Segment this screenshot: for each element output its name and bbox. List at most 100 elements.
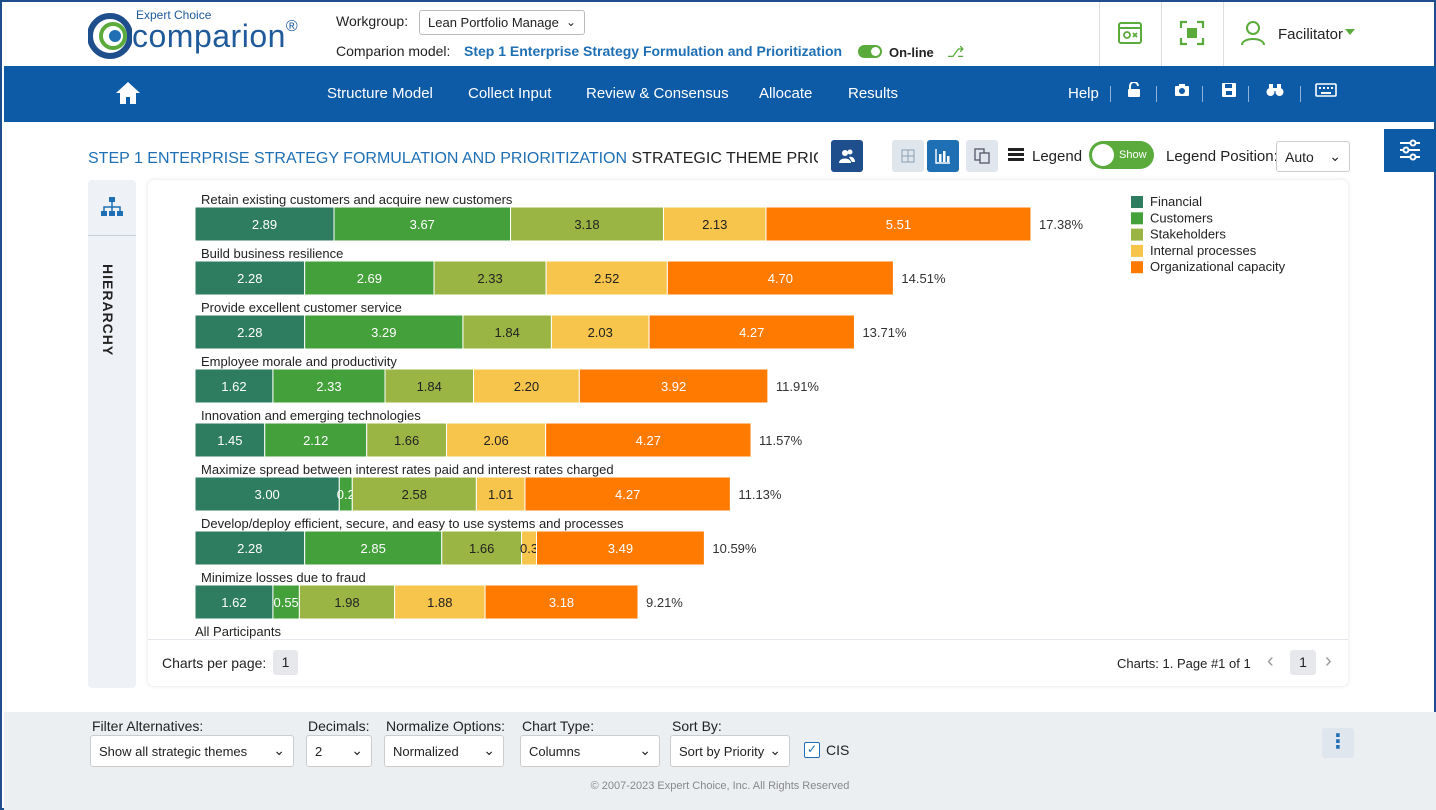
bar-value-label: 1.66 <box>394 433 419 448</box>
decimals-select[interactable]: 2 ⌄ <box>306 735 372 767</box>
bar-value-label: 2.58 <box>402 487 427 502</box>
bar-segment[interactable] <box>550 314 650 350</box>
map-icon[interactable] <box>1116 20 1144 48</box>
settings-panel-button[interactable] <box>1384 129 1436 172</box>
bar-segment[interactable] <box>441 530 523 566</box>
keyboard-icon[interactable] <box>1315 82 1337 104</box>
bar-segment[interactable] <box>510 206 664 242</box>
model-name-link[interactable]: Step 1 Enterprise Strategy Formulation a… <box>464 43 843 59</box>
bar-segment[interactable] <box>304 530 443 566</box>
bar-segment[interactable] <box>666 260 894 296</box>
bar-segment[interactable] <box>272 368 386 404</box>
legend-entry[interactable]: Internal processes <box>1150 243 1257 258</box>
grid-view-button[interactable] <box>892 140 924 172</box>
legend-position-select[interactable]: Auto ⌄ <box>1276 141 1350 172</box>
bar-segment[interactable] <box>194 206 335 242</box>
hierarchy-panel[interactable]: HIERARCHY <box>88 180 136 688</box>
nav-review-consensus[interactable]: Review & Consensus <box>586 85 729 102</box>
cis-checkbox[interactable]: ✓ <box>804 742 820 758</box>
bar-segment[interactable] <box>433 260 547 296</box>
nav-allocate[interactable]: Allocate <box>759 85 813 102</box>
branch-icon[interactable]: ⎇ <box>947 44 965 61</box>
sort-select[interactable]: Sort by Priority ⌄ <box>670 735 790 767</box>
bar-segment[interactable] <box>384 368 474 404</box>
chevron-right-icon[interactable]: › <box>1325 650 1332 672</box>
bar-segment[interactable] <box>304 260 435 296</box>
fullscreen-icon[interactable] <box>1178 20 1206 48</box>
more-options-icon[interactable]: ⋮ <box>1322 728 1354 758</box>
nav-help[interactable]: Help <box>1068 85 1099 102</box>
bar-segment[interactable] <box>648 314 855 350</box>
bar-segment[interactable] <box>194 368 274 404</box>
charts-per-page-input[interactable]: 1 <box>273 650 298 675</box>
bar-segment[interactable] <box>545 260 668 296</box>
legend-show-toggle[interactable]: Show <box>1089 141 1154 169</box>
caret-down-icon[interactable] <box>1345 29 1355 35</box>
chart-view-button[interactable] <box>927 140 959 172</box>
bar-segment[interactable] <box>194 422 266 458</box>
bar-segment[interactable] <box>194 476 340 512</box>
participants-button[interactable] <box>831 140 863 172</box>
bar-segment[interactable] <box>446 422 547 458</box>
bar-segment[interactable] <box>333 206 512 242</box>
bar-segment[interactable] <box>536 530 705 566</box>
legend-icon <box>1008 148 1024 162</box>
hierarchy-icon[interactable] <box>100 196 124 218</box>
copy-chart-button[interactable] <box>966 140 998 172</box>
bar-value-label: 1.84 <box>417 379 442 394</box>
bar-segment[interactable] <box>351 476 477 512</box>
workgroup-select[interactable]: Lean Portfolio Manage ⌄ <box>419 10 585 35</box>
normalize-select[interactable]: Normalized ⌄ <box>384 735 504 767</box>
bar-segment[interactable] <box>194 260 306 296</box>
online-toggle[interactable] <box>858 45 882 58</box>
save-icon[interactable] <box>1218 82 1240 104</box>
nav-structure-model[interactable]: Structure Model <box>327 85 433 102</box>
bar-segment[interactable] <box>194 530 306 566</box>
logo-reg: ® <box>285 18 299 35</box>
page-number[interactable]: 1 <box>1290 650 1316 675</box>
binoculars-icon[interactable] <box>1264 82 1286 104</box>
bar-segment[interactable] <box>765 206 1032 242</box>
chart-type-select[interactable]: Columns ⌄ <box>520 735 660 767</box>
nav-results[interactable]: Results <box>848 85 899 102</box>
bar-segment[interactable] <box>524 476 731 512</box>
unlock-icon[interactable] <box>1123 81 1145 104</box>
bar-value-label: 2.69 <box>357 271 382 286</box>
bar-segment[interactable] <box>545 422 752 458</box>
bar-segment[interactable] <box>366 422 448 458</box>
filter-label: Filter Alternatives: <box>92 718 204 734</box>
home-icon[interactable] <box>114 80 142 108</box>
bar-segment[interactable] <box>304 314 464 350</box>
bar-segment[interactable] <box>475 476 526 512</box>
legend-entry[interactable]: Organizational capacity <box>1150 259 1286 274</box>
chevron-down-icon: ⌄ <box>273 742 285 758</box>
bar-value-label: 2.03 <box>588 325 613 340</box>
bar-segment[interactable] <box>194 314 306 350</box>
legend-entry[interactable]: Financial <box>1150 194 1202 209</box>
header-divider <box>1161 2 1162 66</box>
bar-value-label: 2.33 <box>477 271 502 286</box>
filter-select[interactable]: Show all strategic themes ⌄ <box>90 735 294 767</box>
bar-segment[interactable] <box>194 584 274 620</box>
chevron-left-icon[interactable]: ‹ <box>1267 650 1274 672</box>
user-menu[interactable]: Facilitator <box>1278 26 1344 43</box>
bar-segment[interactable] <box>264 422 368 458</box>
legend-swatch <box>1131 261 1143 274</box>
nav-collect-input[interactable]: Collect Input <box>468 85 552 102</box>
legend-entry[interactable]: Customers <box>1150 210 1213 225</box>
bar-segment[interactable] <box>462 314 552 350</box>
camera-icon[interactable] <box>1171 82 1193 104</box>
bar-segment[interactable] <box>472 368 580 404</box>
user-icon[interactable] <box>1239 20 1267 48</box>
bar-segment[interactable] <box>578 368 769 404</box>
bar-segment[interactable] <box>272 584 300 620</box>
bar-total-label: 11.13% <box>738 487 782 502</box>
normalize-value: Normalized <box>393 744 459 759</box>
bar-segment[interactable] <box>298 584 396 620</box>
bar-segment[interactable] <box>662 206 767 242</box>
legend-entry[interactable]: Stakeholders <box>1150 227 1226 242</box>
bar-segment[interactable] <box>394 584 486 620</box>
comparion-logo[interactable]: Expert Choice comparion® <box>88 8 308 60</box>
sliders-icon <box>1400 139 1420 161</box>
bar-segment[interactable] <box>484 584 639 620</box>
